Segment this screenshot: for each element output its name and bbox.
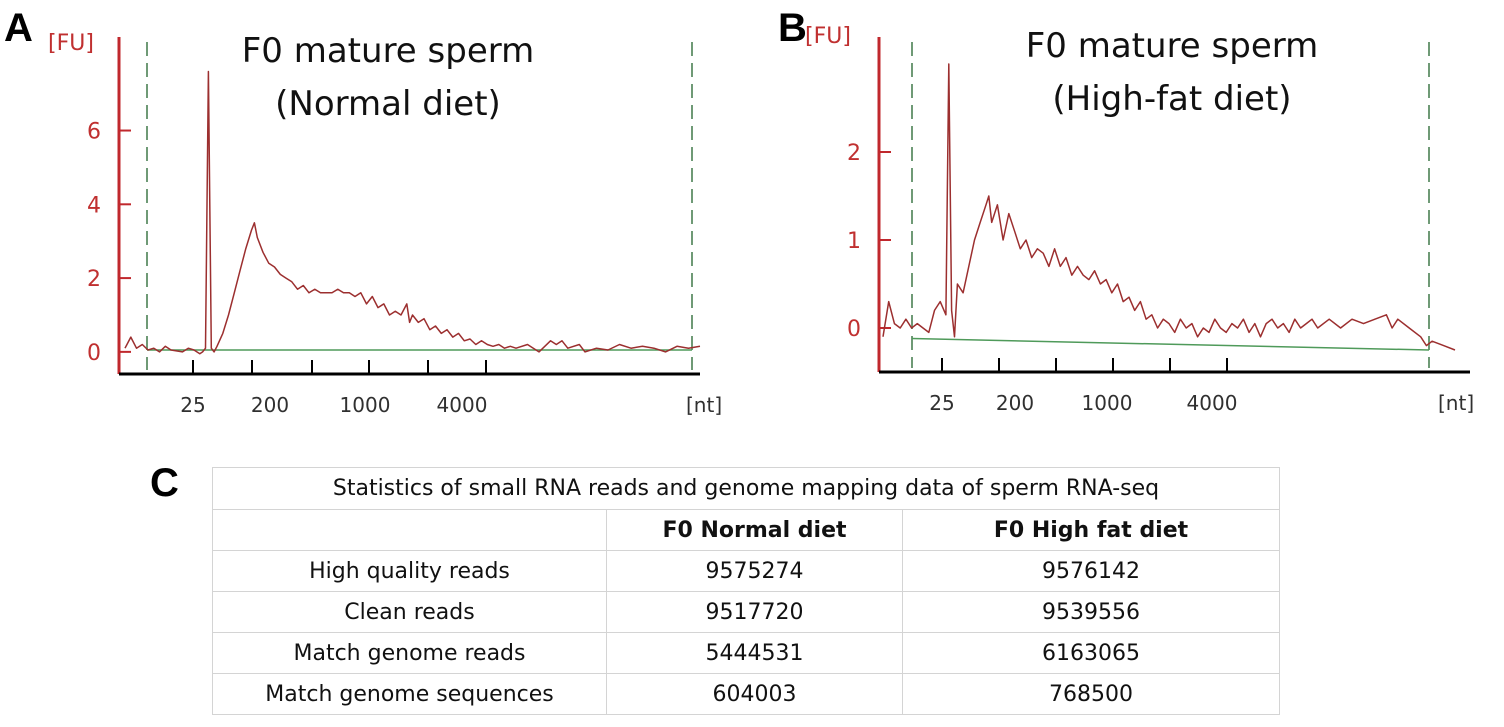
y-tick-label: 6 (87, 120, 101, 145)
y-tick-label: 1 (847, 229, 861, 254)
table-cell: 9576142 (902, 550, 1280, 592)
x-axis-label: [nt] (686, 393, 722, 417)
series-line (124, 70, 701, 355)
table-cell: 768500 (902, 673, 1280, 715)
y-tick-label: 0 (847, 317, 861, 342)
panel-label-c: C (150, 461, 179, 505)
x-tick-label: 200 (251, 393, 289, 417)
x-tick-label: 25 (180, 393, 205, 417)
y-tick-label: 2 (847, 141, 861, 166)
x-tick-label: 1000 (340, 393, 391, 417)
y-tick-label: 4 (87, 193, 101, 218)
row-label: Match genome sequences (212, 673, 607, 715)
y-tick-label: 0 (87, 341, 101, 366)
baseline-line (911, 337, 1430, 351)
chart-title-line1: F0 mature sperm (242, 31, 535, 71)
x-tick-label: 25 (929, 391, 954, 415)
table-row: High quality reads 9575274 9576142 (212, 550, 1280, 592)
x-tick-label: 1000 (1082, 391, 1133, 415)
statistics-table: Statistics of small RNA reads and genome… (212, 467, 1280, 715)
chart-title-line1: F0 mature sperm (1026, 26, 1319, 66)
series-line (882, 63, 1456, 351)
y-axis-label: [FU] (48, 31, 94, 56)
row-label: Clean reads (212, 591, 607, 633)
column-header: F0 Normal diet (606, 509, 903, 551)
table-cell: 604003 (606, 673, 903, 715)
table-cell: 9575274 (606, 550, 903, 592)
table-cell: 9517720 (606, 591, 903, 633)
table-header-row: F0 Normal diet F0 High fat diet (212, 509, 1280, 551)
row-label: High quality reads (212, 550, 607, 592)
chart-normal-diet: [FU] F0 mature sperm (Normal diet) [nt] … (48, 31, 722, 417)
chart-title-line2: (Normal diet) (275, 84, 501, 124)
table-cell: 9539556 (902, 591, 1280, 633)
y-tick-label: 2 (87, 267, 101, 292)
panel-label-a: A (4, 6, 33, 50)
panel-label-b: B (778, 6, 807, 50)
column-header (212, 509, 607, 551)
row-label: Match genome reads (212, 632, 607, 674)
column-header: F0 High fat diet (902, 509, 1280, 551)
chart-title-line2: (High-fat diet) (1052, 79, 1291, 119)
table-row: Match genome reads 5444531 6163065 (212, 632, 1280, 674)
chart-high-fat-diet: [FU] F0 mature sperm (High-fat diet) [nt… (805, 24, 1474, 415)
table-row: Clean reads 9517720 9539556 (212, 591, 1280, 633)
table-row: Match genome sequences 604003 768500 (212, 673, 1280, 715)
x-tick-label: 4000 (437, 393, 488, 417)
x-tick-label: 4000 (1187, 391, 1238, 415)
table-cell: 5444531 (606, 632, 903, 674)
table-cell: 6163065 (902, 632, 1280, 674)
table-caption: Statistics of small RNA reads and genome… (212, 467, 1280, 510)
x-tick-label: 200 (996, 391, 1034, 415)
x-axis-label: [nt] (1438, 391, 1474, 415)
y-axis-label: [FU] (805, 24, 851, 49)
